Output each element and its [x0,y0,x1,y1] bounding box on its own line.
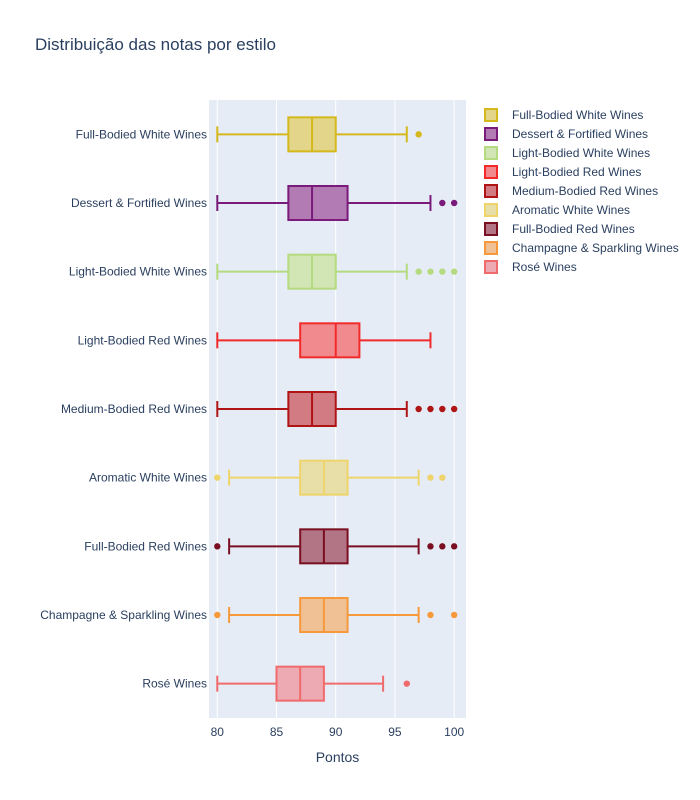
legend-label: Medium-Bodied Red Wines [512,184,658,198]
legend-swatch [484,146,498,160]
outlier-point [403,680,410,687]
legend-swatch [484,165,498,179]
legend-item-7[interactable]: Champagne & Sparkling Wines [484,241,679,255]
legend-swatch [484,203,498,217]
legend-swatch [484,127,498,141]
x-tick-label: 90 [329,725,343,739]
outlier-point [439,474,446,481]
outlier-point [439,268,446,275]
y-tick-label: Aromatic White Wines [89,471,207,485]
outlier-point [415,131,422,138]
outlier-point [415,405,422,413]
box-iqr [299,322,361,359]
x-tick-label: 80 [211,725,225,739]
outlier-point [450,543,458,550]
box-0[interactable] [216,116,422,153]
legend-label: Dessert & Fortified Wines [512,127,648,141]
outlier-point [214,611,221,619]
legend-label: Light-Bodied Red Wines [512,165,641,179]
y-tick-label: Champagne & Sparkling Wines [40,608,207,622]
legend-label: Rosé Wines [512,260,577,274]
box-7[interactable] [214,597,458,633]
legend-item-2[interactable]: Light-Bodied White Wines [484,146,650,160]
legend-label: Full-Bodied Red Wines [512,222,635,236]
outlier-point [427,611,434,619]
legend-swatch [484,184,498,198]
x-tick-label: 100 [444,725,464,739]
legend-item-0[interactable]: Full-Bodied White Wines [484,108,643,122]
legend-label: Aromatic White Wines [512,203,630,217]
outlier-point [450,611,458,619]
legend-swatch [484,260,498,274]
x-tick-label: 85 [270,725,284,739]
outlier-point [450,199,458,207]
x-axis-title: Pontos [316,749,360,765]
legend-item-8[interactable]: Rosé Wines [484,260,577,274]
box-8[interactable] [216,665,410,702]
outlier-point [415,268,422,275]
x-tick-label: 95 [388,725,402,739]
chart-title: Distribuição das notas por estilo [35,35,276,54]
legend-label: Champagne & Sparkling Wines [512,241,679,255]
outlier-point [450,268,458,275]
box-6[interactable] [214,528,458,565]
x-axis-ticks: 80 85 90 95 100 [211,725,465,739]
outlier-point [427,543,434,550]
legend-label: Full-Bodied White Wines [512,108,643,122]
box-4[interactable] [216,391,458,427]
legend-item-6[interactable]: Full-Bodied Red Wines [484,222,635,236]
y-tick-label: Full-Bodied Red Wines [84,539,207,553]
box-1[interactable] [216,185,458,221]
y-tick-label: Medium-Bodied Red Wines [61,402,207,416]
box-3[interactable] [216,322,432,359]
legend-item-5[interactable]: Aromatic White Wines [484,203,630,217]
outlier-point [439,199,446,207]
outlier-point [214,543,221,550]
legend-item-4[interactable]: Medium-Bodied Red Wines [484,184,658,198]
outlier-point [439,405,446,413]
box-iqr [287,185,349,221]
legend-label: Light-Bodied White Wines [512,146,650,160]
legend-swatch [484,108,498,122]
y-tick-label: Light-Bodied Red Wines [78,333,207,347]
outlier-point [427,268,434,275]
legend-item-1[interactable]: Dessert & Fortified Wines [484,127,648,141]
outlier-point [427,405,434,413]
outlier-point [439,543,446,550]
outlier-point [214,474,221,481]
box-2[interactable] [216,253,458,290]
boxes-group [214,116,458,702]
y-tick-label: Light-Bodied White Wines [69,265,207,279]
legend-item-3[interactable]: Light-Bodied Red Wines [484,165,641,179]
y-axis-labels: Full-Bodied White Wines Dessert & Fortifi… [40,127,207,690]
y-tick-label: Full-Bodied White Wines [76,127,207,141]
box-5[interactable] [214,459,446,496]
outlier-point [427,474,434,481]
y-tick-label: Rosé Wines [142,677,207,691]
legend-swatch [484,222,498,236]
y-tick-label: Dessert & Fortified Wines [71,196,207,210]
legend-swatch [484,241,498,255]
outlier-point [450,405,458,413]
legend[interactable]: Full-Bodied White Wines Dessert & Fortifi… [484,108,679,274]
